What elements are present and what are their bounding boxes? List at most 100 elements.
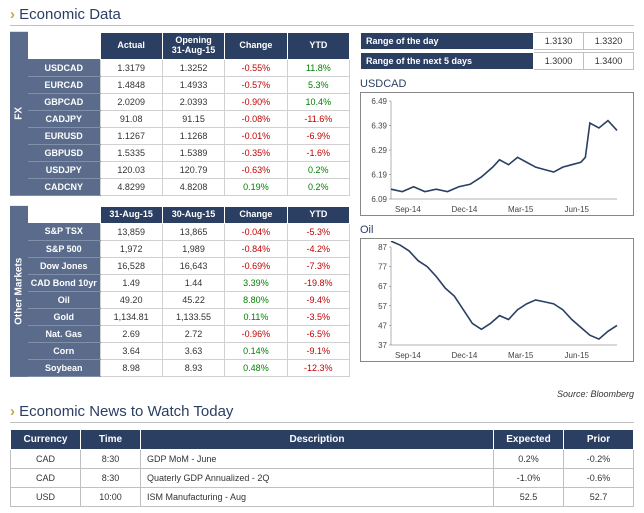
cell: 8.98 bbox=[100, 359, 162, 376]
cell: 0.48% bbox=[225, 359, 287, 376]
row-label: Nat. Gas bbox=[28, 325, 100, 342]
row-label: Gold bbox=[28, 308, 100, 325]
cell: -0.35% bbox=[225, 144, 287, 161]
cell: -9.1% bbox=[287, 342, 349, 359]
source-label: Source: Bloomberg bbox=[10, 389, 634, 399]
row-label: S&P 500 bbox=[28, 240, 100, 257]
row-label: GBPCAD bbox=[28, 93, 100, 110]
table-row: S&P 5001,9721,989-0.84%-4.2% bbox=[28, 240, 350, 257]
other-side-tab: Other Markets bbox=[10, 206, 28, 377]
fx-block: FX ActualOpening31-Aug-15ChangeYTD USDCA… bbox=[10, 32, 350, 196]
chart-oil: Oil 374757677787Sep-14Dec-14Mar-15Jun-15 bbox=[360, 224, 634, 362]
svg-text:57: 57 bbox=[378, 302, 387, 311]
cell: 1.49 bbox=[100, 274, 162, 291]
table-row: USDCAD1.31791.3252-0.55%11.8% bbox=[28, 59, 350, 76]
svg-text:Jun-15: Jun-15 bbox=[565, 205, 590, 214]
cell: -1.6% bbox=[287, 144, 349, 161]
row-label: S&P TSX bbox=[28, 223, 100, 240]
cell: -0.57% bbox=[225, 76, 287, 93]
cell: 49.20 bbox=[100, 291, 162, 308]
table-row: CADJPY91.0891.15-0.08%-11.6% bbox=[28, 110, 350, 127]
cell: 11.8% bbox=[287, 59, 349, 76]
table-row: Soybean8.988.930.48%-12.3% bbox=[28, 359, 350, 376]
news-cell: ISM Manufacturing - Aug bbox=[141, 487, 494, 506]
row-label: EURUSD bbox=[28, 127, 100, 144]
section-news-title: Economic News to Watch Today bbox=[10, 403, 634, 423]
cell: 13,865 bbox=[162, 223, 224, 240]
cell: 3.64 bbox=[100, 342, 162, 359]
svg-text:87: 87 bbox=[378, 243, 387, 252]
col-header: YTD bbox=[287, 206, 349, 223]
table-row: USDJPY120.03120.79-0.63%0.2% bbox=[28, 161, 350, 178]
row-label: Soybean bbox=[28, 359, 100, 376]
range-5day: Range of the next 5 days 1.3000 1.3400 bbox=[360, 52, 634, 70]
cell: 1,133.55 bbox=[162, 308, 224, 325]
svg-text:Mar-15: Mar-15 bbox=[508, 205, 534, 214]
cell: -0.96% bbox=[225, 325, 287, 342]
range-day-v1: 1.3130 bbox=[534, 33, 584, 50]
cell: 45.22 bbox=[162, 291, 224, 308]
chart-oil-title: Oil bbox=[360, 224, 634, 236]
section-economic-data-title: Economic Data bbox=[10, 6, 634, 26]
cell: -19.8% bbox=[287, 274, 349, 291]
svg-text:Jun-15: Jun-15 bbox=[565, 351, 590, 360]
cell: 1.1267 bbox=[100, 127, 162, 144]
cell: 1.44 bbox=[162, 274, 224, 291]
cell: 1.5335 bbox=[100, 144, 162, 161]
news-cell: -0.6% bbox=[564, 468, 634, 487]
svg-text:47: 47 bbox=[378, 321, 387, 330]
col-header: 30-Aug-15 bbox=[162, 206, 224, 223]
table-row: Oil49.2045.228.80%-9.4% bbox=[28, 291, 350, 308]
cell: 2.0209 bbox=[100, 93, 162, 110]
news-table: CurrencyTimeDescriptionExpectedPrior CAD… bbox=[10, 429, 634, 507]
news-cell: -1.0% bbox=[494, 468, 564, 487]
news-col-header: Prior bbox=[564, 429, 634, 449]
table-row: GBPUSD1.53351.5389-0.35%-1.6% bbox=[28, 144, 350, 161]
news-cell: GDP MoM - June bbox=[141, 449, 494, 468]
table-row: GBPCAD2.02092.0393-0.90%10.4% bbox=[28, 93, 350, 110]
range-day: Range of the day 1.3130 1.3320 bbox=[360, 32, 634, 50]
cell: 3.39% bbox=[225, 274, 287, 291]
news-row: CAD8:30GDP MoM - June0.2%-0.2% bbox=[11, 449, 634, 468]
cell: 1,134.81 bbox=[100, 308, 162, 325]
news-col-header: Description bbox=[141, 429, 494, 449]
row-label: CAD Bond 10yr bbox=[28, 274, 100, 291]
range-5day-v1: 1.3000 bbox=[534, 53, 584, 70]
cell: 4.8208 bbox=[162, 178, 224, 195]
cell: -4.2% bbox=[287, 240, 349, 257]
cell: -0.63% bbox=[225, 161, 287, 178]
cell: 1.4848 bbox=[100, 76, 162, 93]
fx-table: ActualOpening31-Aug-15ChangeYTD USDCAD1.… bbox=[28, 32, 350, 196]
col-header: Change bbox=[225, 206, 287, 223]
news-cell: 8:30 bbox=[81, 449, 141, 468]
cell: 0.14% bbox=[225, 342, 287, 359]
range-5day-v2: 1.3400 bbox=[584, 53, 634, 70]
svg-text:6.19: 6.19 bbox=[371, 171, 387, 180]
chart-usdcad-title: USDCAD bbox=[360, 78, 634, 90]
col-header: Actual bbox=[100, 33, 162, 60]
cell: 8.80% bbox=[225, 291, 287, 308]
col-header: YTD bbox=[287, 33, 349, 60]
news-col-header: Expected bbox=[494, 429, 564, 449]
cell: 0.11% bbox=[225, 308, 287, 325]
cell: -0.04% bbox=[225, 223, 287, 240]
cell: -6.9% bbox=[287, 127, 349, 144]
news-cell: 10:00 bbox=[81, 487, 141, 506]
svg-text:77: 77 bbox=[378, 263, 387, 272]
cell: -7.3% bbox=[287, 257, 349, 274]
cell: 1.5389 bbox=[162, 144, 224, 161]
row-label: USDJPY bbox=[28, 161, 100, 178]
cell: 1.3179 bbox=[100, 59, 162, 76]
row-label: Corn bbox=[28, 342, 100, 359]
cell: 16,528 bbox=[100, 257, 162, 274]
row-label: USDCAD bbox=[28, 59, 100, 76]
cell: 91.08 bbox=[100, 110, 162, 127]
other-markets-block: Other Markets 31-Aug-1530-Aug-15ChangeYT… bbox=[10, 206, 350, 377]
cell: 120.79 bbox=[162, 161, 224, 178]
news-row: CAD8:30Quaterly GDP Annualized - 2Q-1.0%… bbox=[11, 468, 634, 487]
cell: 2.72 bbox=[162, 325, 224, 342]
other-markets-table: 31-Aug-1530-Aug-15ChangeYTD S&P TSX13,85… bbox=[28, 206, 350, 377]
row-label: CADCNY bbox=[28, 178, 100, 195]
news-cell: 52.7 bbox=[564, 487, 634, 506]
svg-text:6.39: 6.39 bbox=[371, 122, 387, 131]
